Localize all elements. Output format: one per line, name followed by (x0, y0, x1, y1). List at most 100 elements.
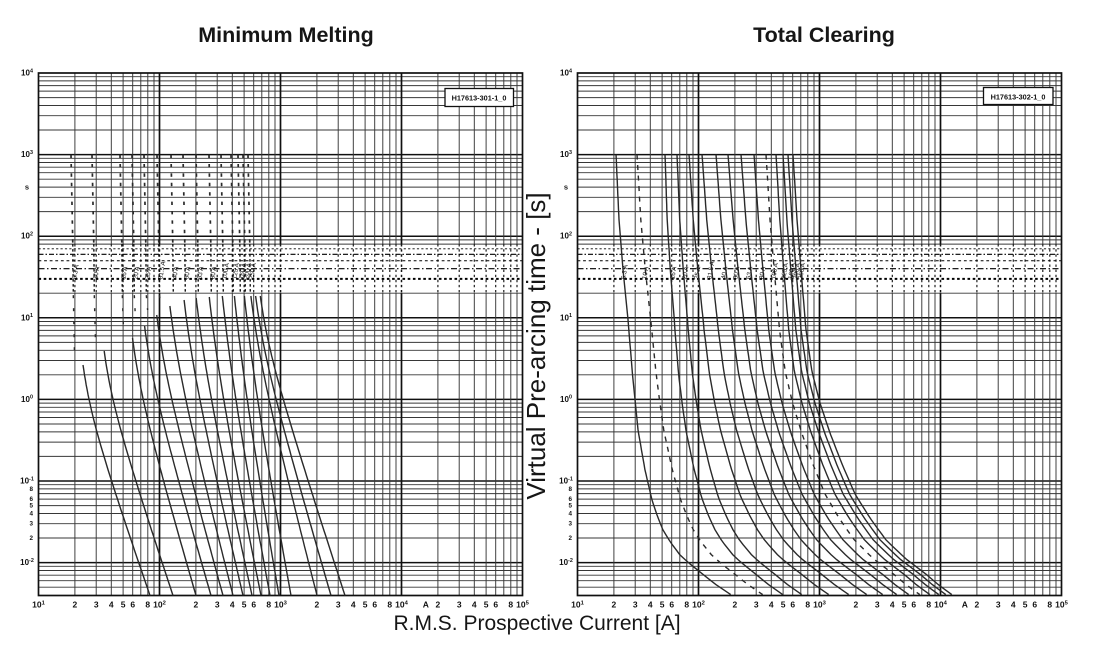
svg-text:104: 104 (21, 68, 33, 77)
svg-text:4: 4 (648, 600, 653, 610)
svg-text:6.3 A: 6.3 A (71, 264, 81, 280)
svg-text:20 A: 20 A (681, 265, 690, 280)
svg-text:4: 4 (472, 600, 477, 610)
svg-text:31.5 A: 31.5 A (157, 260, 167, 280)
svg-text:4: 4 (230, 600, 235, 610)
svg-text:101: 101 (21, 313, 33, 322)
svg-text:2: 2 (854, 600, 859, 610)
svg-text:2: 2 (975, 600, 980, 610)
svg-text:4: 4 (1011, 600, 1016, 610)
svg-text:63 A: 63 A (196, 265, 205, 280)
svg-text:102: 102 (560, 232, 572, 241)
svg-text:3: 3 (754, 600, 759, 610)
svg-text:6: 6 (29, 496, 33, 503)
svg-text:3: 3 (215, 600, 220, 610)
svg-text:6: 6 (372, 600, 377, 610)
svg-text:101: 101 (32, 600, 45, 610)
svg-text:10 A: 10 A (641, 265, 650, 280)
svg-text:5: 5 (242, 600, 247, 610)
svg-text:40 A: 40 A (720, 265, 729, 280)
svg-text:160 A: 160 A (787, 262, 797, 280)
svg-text:200 A: 200 A (243, 262, 253, 280)
svg-text:125 A: 125 A (780, 262, 790, 280)
svg-text:6.3 A: 6.3 A (620, 264, 630, 280)
svg-text:2: 2 (436, 600, 441, 610)
svg-text:H17613-302-1_0: H17613-302-1_0 (991, 93, 1046, 102)
svg-text:125 A: 125 A (231, 262, 241, 280)
svg-text:6: 6 (493, 600, 498, 610)
svg-text:100 A: 100 A (221, 262, 231, 280)
svg-text:25 A: 25 A (693, 265, 702, 280)
svg-text:10 A: 10 A (92, 265, 101, 280)
svg-text:8: 8 (684, 600, 689, 610)
svg-text:A: A (423, 600, 429, 610)
svg-text:5: 5 (660, 600, 665, 610)
svg-text:5: 5 (484, 600, 489, 610)
svg-text:104: 104 (934, 600, 947, 610)
svg-text:2: 2 (568, 535, 572, 542)
svg-text:6: 6 (251, 600, 256, 610)
svg-text:16 A: 16 A (120, 265, 129, 280)
svg-text:8: 8 (805, 600, 810, 610)
svg-text:2: 2 (315, 600, 320, 610)
svg-text:8: 8 (926, 600, 931, 610)
svg-text:4: 4 (29, 511, 33, 518)
svg-text:8: 8 (266, 600, 271, 610)
svg-text:6: 6 (911, 600, 916, 610)
svg-text:5: 5 (1023, 600, 1028, 610)
svg-text:Total Clearing: Total Clearing (753, 23, 895, 47)
svg-text:R.M.S. Prospective Current [A]: R.M.S. Prospective Current [A] (393, 612, 680, 635)
svg-text:103: 103 (560, 150, 572, 159)
svg-text:6: 6 (669, 600, 674, 610)
svg-text:3: 3 (568, 521, 572, 528)
svg-text:6: 6 (568, 496, 572, 503)
svg-text:4: 4 (769, 600, 774, 610)
svg-text:102: 102 (692, 600, 705, 610)
svg-text:80 A: 80 A (758, 265, 767, 280)
svg-text:3: 3 (336, 600, 341, 610)
svg-text:4: 4 (568, 511, 572, 518)
svg-text:104: 104 (395, 600, 408, 610)
svg-text:2: 2 (73, 600, 78, 610)
svg-text:4: 4 (351, 600, 356, 610)
svg-text:Virtual Pre-arcing time - [s]: Virtual Pre-arcing time - [s] (521, 192, 551, 499)
svg-text:8: 8 (145, 600, 150, 610)
svg-text:6: 6 (1032, 600, 1037, 610)
svg-text:16 A: 16 A (669, 265, 678, 280)
svg-text:10-1: 10-1 (20, 476, 34, 485)
svg-text:H17613-301-1_0: H17613-301-1_0 (452, 94, 507, 103)
svg-text:4: 4 (109, 600, 114, 610)
svg-text:3: 3 (996, 600, 1001, 610)
svg-text:100: 100 (21, 395, 33, 404)
svg-text:8: 8 (387, 600, 392, 610)
svg-text:250 A: 250 A (248, 262, 258, 280)
svg-text:8: 8 (1047, 600, 1052, 610)
svg-text:50 A: 50 A (732, 265, 741, 280)
svg-text:2: 2 (194, 600, 199, 610)
svg-text:s: s (564, 183, 568, 192)
svg-text:3: 3 (94, 600, 99, 610)
svg-text:101: 101 (571, 600, 584, 610)
svg-text:8: 8 (568, 486, 572, 493)
svg-text:5: 5 (121, 600, 126, 610)
svg-text:2: 2 (29, 535, 33, 542)
svg-text:101: 101 (560, 313, 572, 322)
svg-text:25 A: 25 A (144, 265, 153, 280)
svg-text:5: 5 (902, 600, 907, 610)
svg-text:3: 3 (457, 600, 462, 610)
svg-text:63 A: 63 A (745, 265, 754, 280)
svg-text:20 A: 20 A (132, 265, 141, 280)
svg-text:250 A: 250 A (797, 262, 807, 280)
svg-text:100: 100 (560, 395, 572, 404)
svg-text:5: 5 (568, 503, 572, 510)
svg-text:2: 2 (612, 600, 617, 610)
svg-text:103: 103 (813, 600, 826, 610)
svg-text:Minimum Melting: Minimum Melting (198, 23, 374, 47)
svg-text:200 A: 200 A (792, 262, 802, 280)
svg-text:160 A: 160 A (238, 262, 248, 280)
svg-text:4: 4 (890, 600, 895, 610)
svg-text:104: 104 (560, 68, 572, 77)
svg-text:8: 8 (29, 486, 33, 493)
svg-text:50 A: 50 A (183, 265, 192, 280)
svg-text:80 A: 80 A (209, 265, 218, 280)
